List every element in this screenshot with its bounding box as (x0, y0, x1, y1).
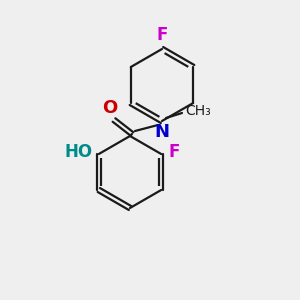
Text: N: N (154, 123, 169, 141)
Text: F: F (156, 26, 168, 44)
Text: F: F (168, 143, 180, 161)
Text: HO: HO (65, 143, 93, 161)
Text: O: O (102, 99, 118, 117)
Text: CH₃: CH₃ (185, 104, 211, 118)
